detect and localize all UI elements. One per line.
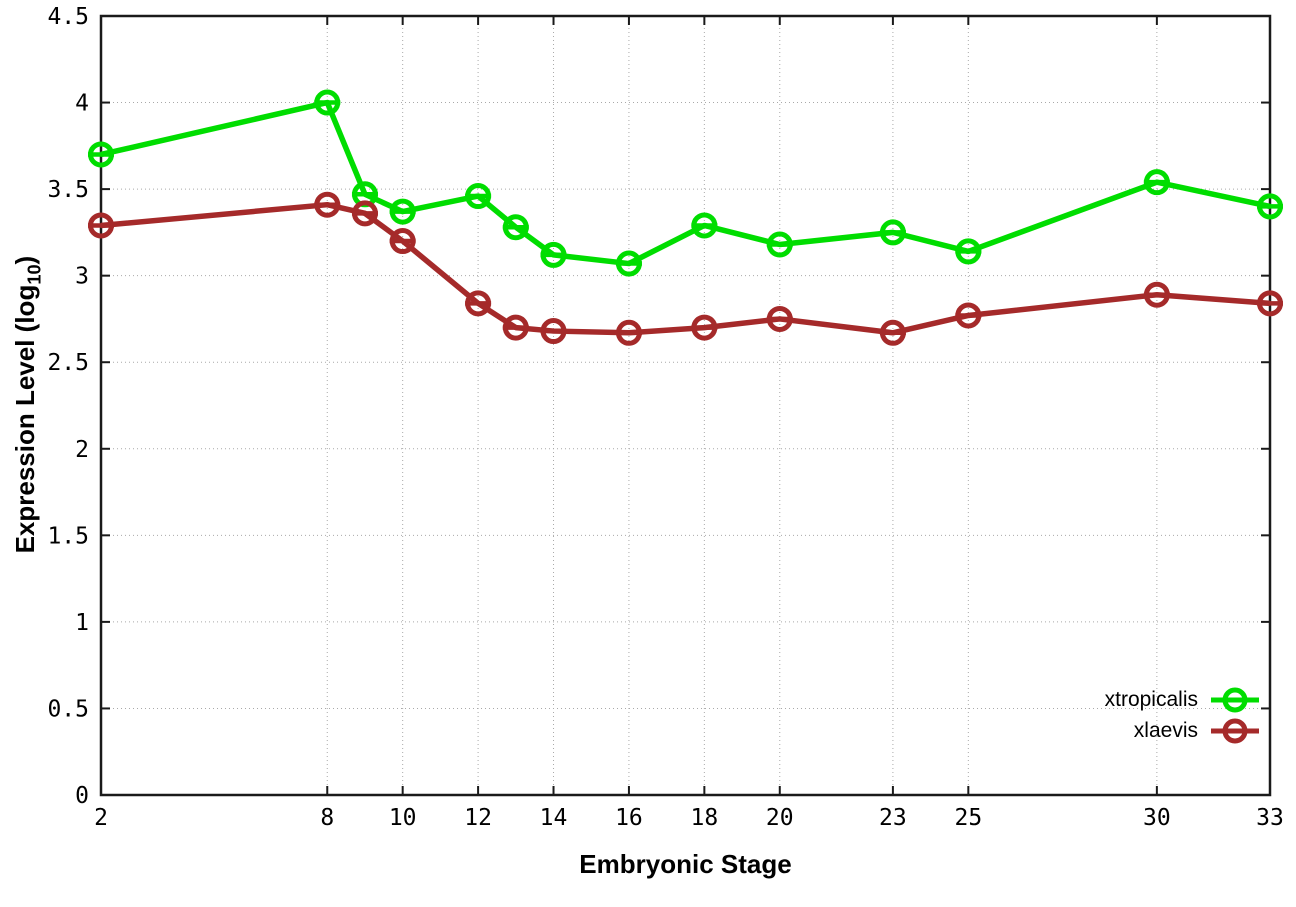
y-tick-label: 2 [75, 437, 89, 463]
data-point-xlaevis [88, 212, 114, 239]
x-tick-label: 20 [766, 805, 794, 831]
data-point-xtropicalis [955, 238, 982, 265]
y-tick-label: 4 [75, 91, 89, 117]
y-tick-label: 1.5 [47, 523, 89, 549]
legend-item-xlaevis: xlaevis [1105, 715, 1262, 746]
legend: xtropicalis xlaevis [1105, 684, 1262, 746]
data-point-xlaevis [691, 314, 718, 341]
data-point-xlaevis [615, 319, 642, 346]
legend-item-xtropicalis: xtropicalis [1105, 684, 1262, 715]
legend-label-xtropicalis: xtropicalis [1104, 687, 1198, 711]
data-point-xlaevis [1143, 281, 1170, 308]
data-point-xtropicalis [389, 198, 416, 225]
y-tick-label: 4.5 [47, 4, 89, 30]
x-tick-label: 18 [691, 805, 719, 831]
x-tick-label: 16 [615, 805, 643, 831]
data-point-xlaevis [766, 305, 793, 332]
x-axis-title: Embryonic Stage [579, 849, 792, 879]
data-point-xlaevis [955, 302, 982, 329]
data-point-xtropicalis [1143, 169, 1170, 196]
x-tick-label: 12 [464, 805, 492, 831]
data-point-xlaevis [465, 290, 492, 317]
x-tick-label: 30 [1143, 805, 1171, 831]
data-point-xtropicalis [314, 89, 341, 116]
data-point-xtropicalis [88, 141, 114, 168]
legend-label-xlaevis: xlaevis [1133, 718, 1198, 742]
x-tick-label: 14 [540, 805, 568, 831]
data-point-xtropicalis [465, 183, 492, 210]
x-tick-label: 25 [954, 805, 982, 831]
data-point-xlaevis [502, 314, 529, 341]
x-tick-label: 2 [94, 805, 108, 831]
series-line-xlaevis [100, 201, 1271, 336]
data-point-xtropicalis [540, 241, 567, 268]
y-tick-label: 2.5 [47, 350, 89, 376]
data-point-xlaevis [879, 319, 906, 346]
data-point-xlaevis [389, 228, 416, 255]
x-tick-label: 33 [1256, 805, 1284, 831]
x-tick-label: 8 [320, 805, 334, 831]
data-point-xtropicalis [502, 214, 529, 241]
y-tick-label: 1 [75, 610, 89, 636]
y-tick-label: 0.5 [47, 696, 89, 722]
data-point-xtropicalis [1257, 193, 1283, 220]
legend-marker-xlaevis-icon [1211, 718, 1259, 743]
data-point-xtropicalis [766, 231, 793, 258]
y-tick-label: 3.5 [47, 177, 89, 203]
series-line-xtropicalis [100, 99, 1271, 267]
y-tick-label: 0 [75, 783, 89, 809]
x-tick-label: 23 [879, 805, 907, 831]
y-tick-label: 3 [75, 264, 89, 290]
plot-border [99, 14, 1272, 797]
data-point-xtropicalis [879, 219, 906, 246]
data-point-xlaevis [540, 318, 567, 345]
data-point-xlaevis [314, 191, 341, 218]
data-point-xtropicalis [691, 212, 718, 239]
data-point-xlaevis [351, 200, 378, 227]
data-point-xlaevis [1257, 290, 1283, 317]
data-point-xtropicalis [615, 250, 642, 277]
legend-marker-xtropicalis-icon [1211, 687, 1259, 712]
x-tick-label: 10 [389, 805, 417, 831]
